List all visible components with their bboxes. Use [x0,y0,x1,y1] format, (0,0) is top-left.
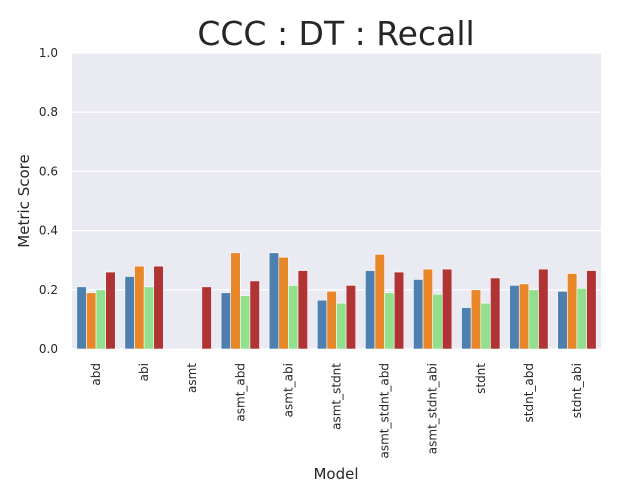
bar [576,288,587,350]
bar [413,279,424,350]
bar [124,276,135,350]
bar [326,290,337,350]
x-tick-label: asmt_stdnt [330,363,344,430]
bar [95,289,106,350]
bar [220,292,231,350]
x-tick-label: asmt_stdnt_abd [378,363,392,458]
x-tick-label: stdnt_abi [570,363,584,418]
bar [365,270,376,350]
bar [316,299,328,350]
bar [528,289,539,350]
y-tick-label: 1.0 [39,46,58,60]
bar [230,252,241,350]
x-tick-label: asmt [185,363,199,393]
x-axis-label: Model [313,465,358,483]
x-tick-labels: abd abi asmt asmt_abd asmt_abi asmt_stdnt asmt… [89,363,584,459]
bar [86,292,97,350]
bar [518,283,530,350]
bar [76,286,87,350]
bar [374,253,385,350]
y-axis-label: Metric Score [15,154,33,247]
bar [345,285,357,350]
bar [153,265,164,350]
x-tick-label: abd [89,363,103,386]
bar [538,268,549,350]
x-tick-label: asmt_abd [233,363,247,422]
bar [422,268,433,350]
bar [393,271,405,350]
y-tick-label: 0.8 [39,105,58,119]
bar [480,302,491,350]
bar [288,285,299,350]
bar [336,302,347,350]
bar [134,265,145,350]
x-tick-label: asmt_stdnt_abi [426,363,440,454]
bar [441,268,453,350]
y-tick-label: 0.4 [39,224,58,238]
bars [76,252,597,350]
bar [432,293,443,350]
bar [249,280,260,350]
y-tick-label: 0.2 [39,283,58,297]
bar [567,273,578,350]
x-tick-label: abi [137,363,151,381]
bar [384,292,395,350]
bar [240,295,251,350]
bar [297,270,308,350]
bar [105,271,116,350]
y-tick-labels: 0.0 0.2 0.4 0.6 0.8 1.0 [39,46,58,356]
bar [461,307,472,350]
bar [201,286,212,350]
x-tick-label: asmt_abi [281,363,295,417]
y-tick-label: 0.0 [39,342,58,356]
bar [268,252,280,350]
bar [470,289,482,350]
x-tick-label: stdnt [474,363,488,394]
bar [143,286,155,350]
chart-title: CCC : DT : Recall [197,14,474,53]
bar [557,290,568,350]
bar [586,270,597,350]
x-tick-label: stdnt_abd [522,363,536,422]
y-tick-label: 0.6 [39,164,58,178]
bar [509,285,520,350]
bar [490,277,501,350]
bar [278,256,289,350]
